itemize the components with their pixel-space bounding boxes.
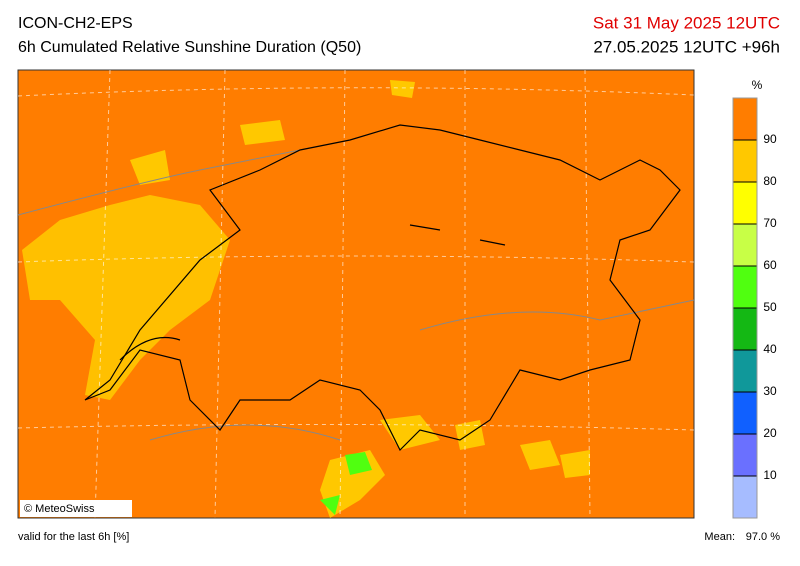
- colorbar-segment: [733, 140, 757, 182]
- map: © MeteoSwiss: [17, 69, 695, 519]
- colorbar-tick-label: 30: [763, 384, 777, 398]
- colorbar-segment: [733, 308, 757, 350]
- colorbar-segment: [733, 182, 757, 224]
- mean-label: Mean:: [704, 531, 735, 543]
- colorbar-segment: [733, 392, 757, 434]
- colorbar-tick-label: 60: [763, 258, 777, 272]
- colorbar-tick-label: 50: [763, 300, 777, 314]
- colorbar-frame: [732, 97, 758, 519]
- colorbar-segment: [733, 224, 757, 266]
- colorbar-tick-label: 40: [763, 342, 777, 356]
- green-patches: [320, 452, 372, 515]
- country-borders: [84, 124, 681, 452]
- graticule: [17, 69, 695, 519]
- colorbar-segment: [733, 266, 757, 308]
- colorbar-tick-label: 10: [763, 468, 777, 482]
- colorbar-tick-label: 80: [763, 174, 777, 188]
- valid-time: Sat 31 May 2025 12UTC: [593, 13, 780, 32]
- model-title: ICON-CH2-EPS: [18, 15, 133, 32]
- mean-value: 97.0 %: [746, 531, 780, 543]
- copyright: © MeteoSwiss: [24, 503, 95, 515]
- colorbar-segment: [733, 98, 757, 140]
- colorbar-tick-label: 20: [763, 426, 777, 440]
- colorbar-segment: [733, 434, 757, 476]
- footer-note: valid for the last 6h [%]: [18, 531, 129, 543]
- legend-unit: %: [752, 78, 763, 92]
- colorbar-tick-label: 90: [763, 132, 777, 146]
- colorbar-segment: [733, 476, 757, 518]
- colorbar-segment: [733, 350, 757, 392]
- product-title: 6h Cumulated Relative Sunshine Duration …: [18, 39, 361, 56]
- run-time: 27.05.2025 12UTC +96h: [593, 37, 780, 56]
- regions: [17, 149, 695, 441]
- colorbar: % 10 20 30 40 50 60 70 80 90: [732, 78, 777, 519]
- colorbar-tick-label: 70: [763, 216, 777, 230]
- copyright-box: [20, 500, 132, 517]
